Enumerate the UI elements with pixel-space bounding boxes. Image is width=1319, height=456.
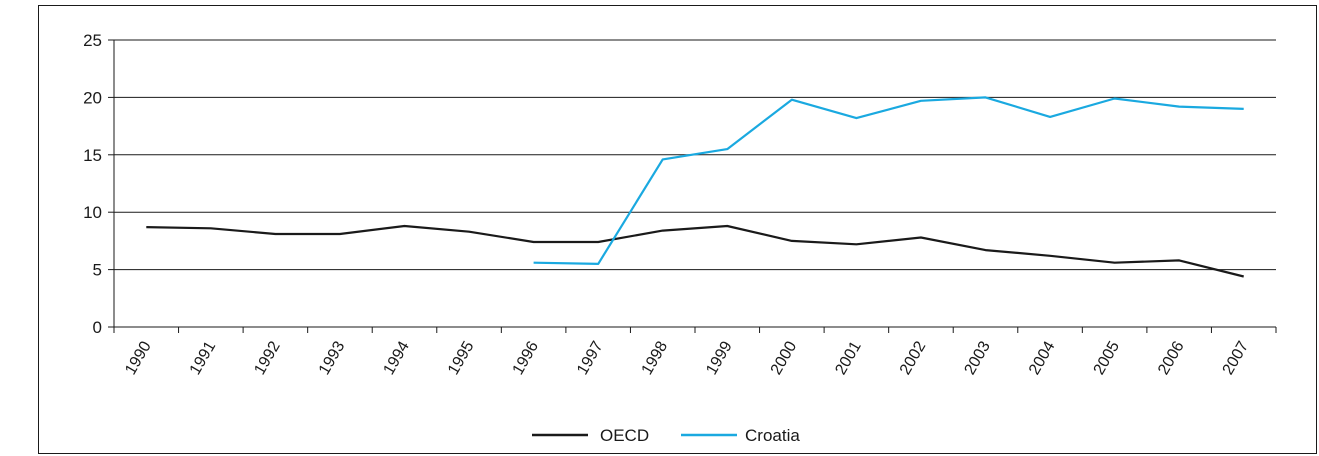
y-tick-label: 25 (83, 31, 102, 50)
gridlines (114, 39, 1276, 271)
x-tick-label: 2007 (1220, 338, 1253, 377)
y-tick-label: 5 (93, 261, 102, 280)
x-tick-labels: 1990 1991 1992 1993 1994 1995 1996 1997 1998 1999… (122, 338, 1252, 377)
legend-label-croatia: Croatia (745, 426, 800, 445)
x-tick-label: 1994 (380, 338, 413, 377)
x-tick-label: 1999 (703, 338, 736, 377)
y-tick-label: 10 (83, 203, 102, 222)
x-tick-label: 2001 (832, 338, 865, 377)
y-tick-label: 0 (93, 318, 102, 337)
y-tick-labels: 0 5 10 15 20 25 (83, 31, 102, 337)
legend-label-oecd: OECD (600, 426, 649, 445)
series-lines (146, 96, 1244, 278)
x-tick-label: 1995 (445, 338, 478, 377)
x-tick-label: 1997 (574, 338, 607, 377)
x-tick-label: 2002 (897, 338, 930, 377)
x-tick-label: 2006 (1155, 338, 1188, 377)
series-line-oecd (146, 224, 1244, 278)
series-line-croatia (533, 96, 1244, 265)
x-tick-label: 1990 (122, 338, 155, 377)
x-tick-label: 1993 (316, 338, 349, 377)
x-tick-label: 1996 (510, 338, 543, 377)
x-tick-label: 2003 (961, 338, 994, 377)
legend: OECD Croatia (532, 426, 800, 445)
y-tick-label: 15 (83, 146, 102, 165)
x-tick-label: 1998 (639, 338, 672, 377)
x-tick-label: 2000 (768, 338, 801, 377)
x-tick-label: 2005 (1091, 338, 1124, 377)
x-tick-label: 1991 (187, 338, 220, 377)
axes (108, 39, 1277, 333)
y-tick-label: 20 (83, 88, 102, 107)
x-tick-label: 1992 (251, 338, 284, 377)
x-tick-label: 2004 (1026, 338, 1059, 377)
